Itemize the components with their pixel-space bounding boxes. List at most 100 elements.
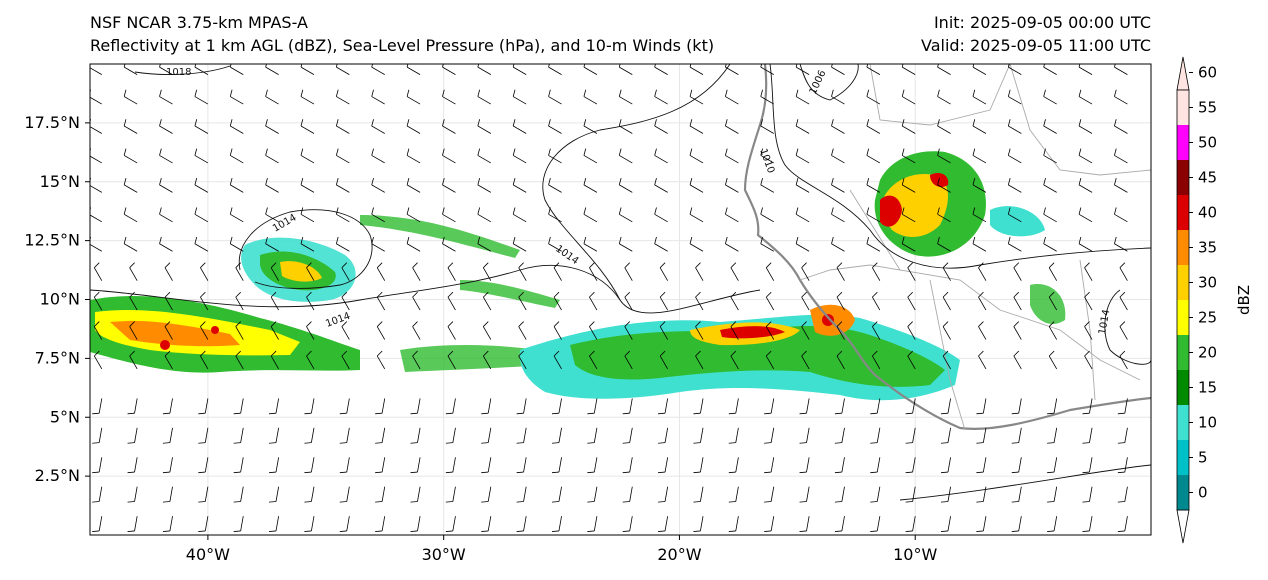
wind-barb — [371, 89, 385, 105]
wind-barb — [937, 236, 951, 252]
wind-barb — [512, 89, 527, 105]
wind-barb — [942, 350, 951, 370]
wind-barb — [654, 207, 668, 223]
colorbar-swatch — [1177, 230, 1189, 265]
wind-barb — [1007, 119, 1022, 134]
wind-barb — [512, 177, 527, 193]
wind-barb — [371, 236, 385, 252]
wind-barb — [1013, 350, 1022, 370]
wind-barb — [940, 398, 951, 415]
wind-barb — [477, 119, 492, 134]
wind-barb — [304, 516, 315, 532]
wind-barb — [689, 119, 704, 134]
wind-barb — [907, 262, 916, 281]
colorbar-tick-label: 45 — [1198, 169, 1217, 187]
wind-barb — [760, 236, 774, 252]
wind-barb — [1007, 177, 1022, 193]
wind-barb — [512, 119, 527, 134]
wind-barb — [907, 321, 916, 340]
wind-barb — [658, 427, 669, 444]
wind-barb — [765, 262, 775, 281]
wind-barb — [836, 291, 845, 311]
wind-barb — [412, 262, 421, 281]
wind-barb — [551, 516, 562, 532]
wind-barb — [548, 119, 562, 134]
wind-barb — [335, 148, 350, 164]
wind-barb — [937, 119, 951, 134]
wind-barb — [942, 291, 951, 311]
wind-barb — [481, 516, 492, 532]
wind-barb — [589, 321, 598, 340]
wind-barb — [1047, 516, 1058, 532]
wind-barb — [1082, 427, 1093, 444]
wind-barb — [1114, 119, 1128, 134]
wind-barb — [658, 516, 669, 532]
wind-barb — [801, 321, 810, 340]
wind-barb — [269, 516, 280, 532]
wind-barb — [587, 457, 598, 474]
wind-barb — [265, 119, 279, 134]
wind-barb — [872, 291, 881, 311]
wind-barb — [583, 236, 598, 252]
wind-barb — [270, 321, 279, 340]
colorbar: 0 5 10 15 20 25 30 35 40 45 50 55 60 dBZ — [1176, 56, 1253, 544]
wind-barb — [406, 64, 421, 75]
wind-barb — [693, 398, 704, 415]
wind-barb — [618, 177, 633, 193]
wind-barb — [162, 516, 173, 532]
wind-barb — [618, 119, 633, 134]
wind-barb — [618, 207, 633, 223]
wind-barb — [269, 457, 280, 474]
wind-barb — [942, 262, 951, 281]
wind-barb — [159, 207, 173, 223]
wind-barb — [618, 148, 633, 164]
wind-barb — [831, 64, 845, 75]
wind-barb — [159, 148, 173, 164]
wind-barb — [764, 398, 775, 415]
wind-barb — [341, 321, 350, 340]
wind-barb — [978, 321, 987, 340]
wind-barb — [1114, 148, 1128, 164]
wind-barb — [518, 321, 527, 340]
wind-barb — [760, 148, 774, 164]
refl-core — [822, 314, 834, 326]
wind-barb — [1084, 350, 1093, 370]
colorbar-tick-label: 10 — [1198, 414, 1217, 432]
colorbar-tick-label: 30 — [1198, 274, 1217, 292]
wind-barb — [229, 236, 244, 252]
wind-barb — [1117, 516, 1128, 532]
wind-barb — [1013, 291, 1022, 311]
wind-barb — [972, 119, 987, 134]
wind-barb — [765, 321, 775, 340]
wind-barb — [200, 291, 209, 311]
wind-barb — [901, 119, 916, 134]
wind-barb — [801, 262, 810, 281]
refl-core — [211, 326, 219, 334]
refl-area — [570, 326, 945, 387]
wind-barb — [200, 262, 209, 281]
wind-barb — [92, 398, 103, 415]
wind-barb — [335, 236, 350, 252]
wind-barb — [516, 486, 527, 503]
wind-barb — [551, 398, 562, 415]
refl-area — [400, 345, 545, 372]
wind-barb — [870, 427, 881, 444]
wind-barb — [129, 262, 138, 281]
wind-barb — [551, 486, 562, 503]
wind-barb — [92, 457, 103, 474]
wind-barb — [1007, 64, 1022, 75]
wind-barb — [901, 207, 916, 223]
isobar-1006 — [799, 64, 859, 101]
wind-barb — [940, 486, 951, 503]
wind-barb — [583, 64, 598, 75]
wind-barb — [512, 148, 527, 164]
wind-barb — [730, 350, 739, 370]
colorbar-tick-label: 60 — [1198, 64, 1217, 82]
wind-barb — [339, 398, 350, 415]
wind-barb — [907, 350, 916, 370]
wind-barb — [516, 516, 527, 532]
colorbar-swatch — [1177, 370, 1189, 405]
isobar-1014-band — [90, 264, 761, 314]
wind-barb — [1078, 89, 1093, 105]
wind-barb — [689, 236, 704, 252]
